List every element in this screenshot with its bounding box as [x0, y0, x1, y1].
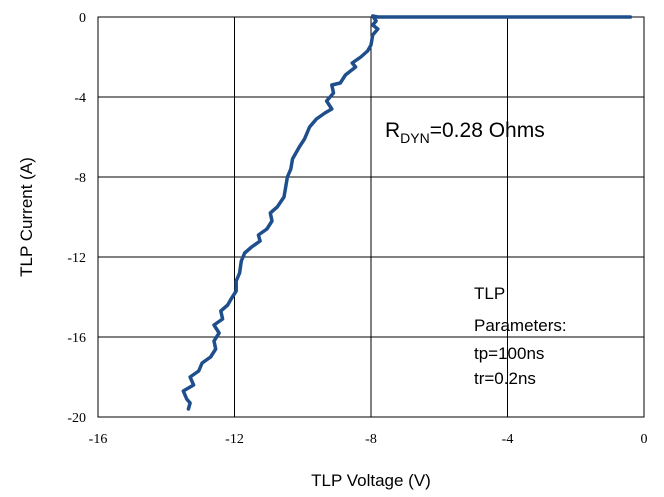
y-tick-label: 0	[79, 11, 86, 26]
y-tick-label: -20	[67, 411, 86, 426]
params-line-3: tp=100ns	[474, 344, 544, 363]
y-axis-title: TLP Current (A)	[17, 157, 36, 277]
rdyn-subscript: DYN	[400, 130, 430, 146]
x-tick-label: -16	[89, 432, 108, 447]
rdyn-main: R	[385, 119, 400, 142]
x-tick-label: 0	[641, 432, 648, 447]
tlp-parameters: TLP Parameters: tp=100ns tr=0.2ns	[474, 284, 571, 388]
x-tick-label: -4	[502, 432, 514, 447]
x-tick-labels: -16 -12 -8 -4 0	[89, 432, 648, 447]
x-tick-label: -12	[225, 432, 244, 447]
y-tick-label: -16	[67, 331, 86, 346]
plot-area-border	[97, 16, 645, 418]
rdyn-value: =0.28 Ohms	[430, 119, 545, 142]
y-tick-labels: 0 -4 -8 -12 -16 -20	[67, 11, 86, 426]
y-tick-label: -4	[74, 91, 86, 106]
params-line-1: TLP	[474, 284, 505, 303]
y-tick-label: -8	[74, 171, 86, 186]
x-axis-title: TLP Voltage (V)	[311, 471, 431, 490]
series-layer	[181, 14, 633, 411]
x-tick-label: -8	[365, 432, 377, 447]
grid	[98, 17, 644, 417]
params-line-4: tr=0.2ns	[474, 369, 536, 388]
y-tick-label: -12	[67, 251, 86, 266]
params-line-2: Parameters:	[474, 316, 567, 335]
rdyn-annotation: RDYN=0.28 Ohms	[385, 119, 545, 146]
series-line	[181, 14, 633, 411]
